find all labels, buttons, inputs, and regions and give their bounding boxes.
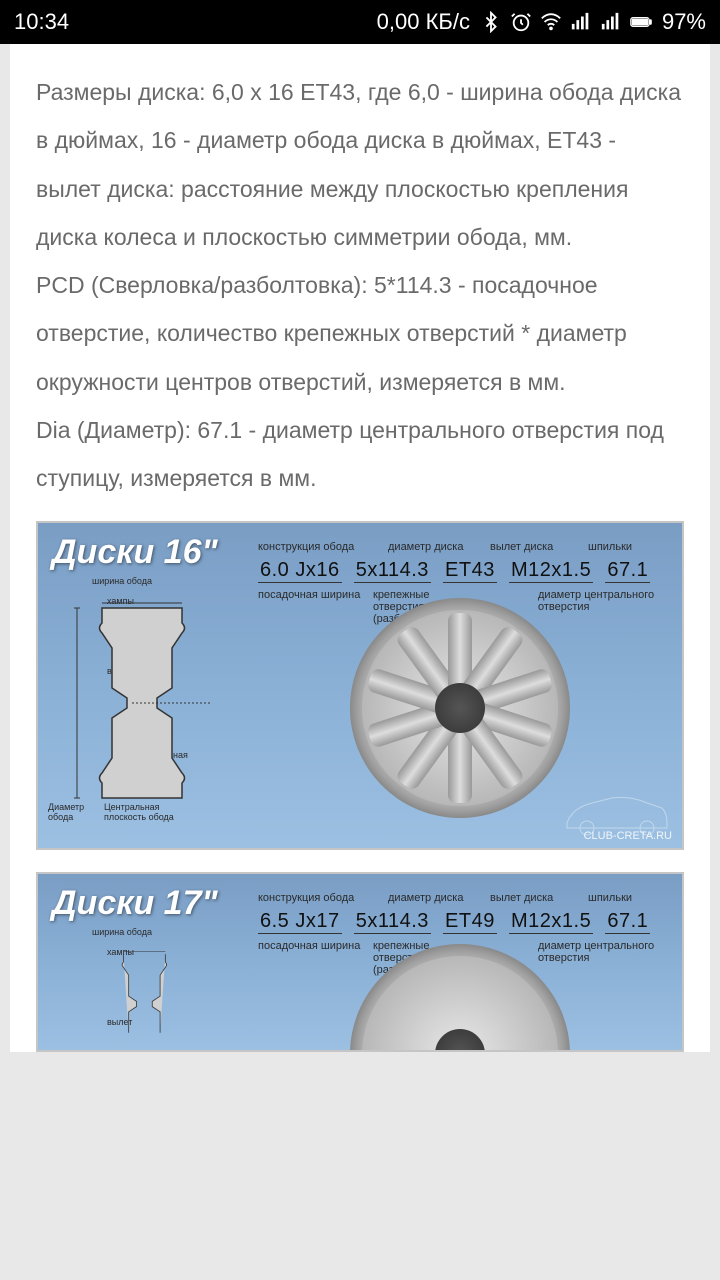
label-construction: конструкция обода (258, 892, 354, 904)
label-offset: вылет диска (490, 892, 553, 904)
article-content[interactable]: Размеры диска: 6,0 х 16 ЕТ43, где 6,0 - … (10, 44, 710, 1052)
label-construction: конструкция обода (258, 541, 354, 553)
watermark: CLUB-CRETA.RU (584, 830, 672, 842)
status-right: 0,00 КБ/с 97% (377, 9, 706, 35)
signal2-icon (600, 11, 622, 33)
network-speed: 0,00 КБ/с (377, 9, 470, 35)
article-paragraph-2: PCD (Сверловка/разболтовка): 5*114.3 - п… (36, 261, 684, 406)
diagram-17[interactable]: Диски 17" конструкция обода диаметр диск… (36, 872, 684, 1052)
status-time: 10:34 (14, 9, 377, 35)
alarm-icon (510, 11, 532, 33)
battery-icon (630, 11, 652, 33)
article-paragraph-3: Dia (Диаметр): 67.1 - диаметр центрально… (36, 406, 684, 503)
cs-width: ширина обода (92, 576, 152, 586)
label-offset: вылет диска (490, 541, 553, 553)
bluetooth-icon (480, 11, 502, 33)
cs-width: ширина обода (92, 927, 152, 937)
battery-percent: 97% (662, 9, 706, 35)
cross-section-17: ширина обода хампы вылет (52, 929, 252, 1052)
status-icons (480, 11, 652, 33)
label-diameter: диаметр диска (388, 541, 463, 553)
wheel (350, 598, 570, 818)
article-paragraph-1: Размеры диска: 6,0 х 16 ЕТ43, где 6,0 - … (36, 68, 684, 261)
wheel-image-17 (252, 929, 668, 1052)
diagram-17-body: ширина обода хампы вылет (52, 929, 668, 1052)
diagram-16[interactable]: Диски 16" конструкция обода диаметр диск… (36, 521, 684, 850)
wifi-icon (540, 11, 562, 33)
rim-profile-svg-17 (72, 949, 222, 1052)
label-studs: шпильки (588, 892, 632, 904)
cross-section-16: ширина обода хампы вылет PCD Диаметр сту… (52, 578, 252, 838)
rim-profile-svg (72, 598, 222, 808)
status-bar: 10:34 0,00 КБ/с 97% (0, 0, 720, 44)
signal-icon (570, 11, 592, 33)
wheel (350, 944, 570, 1052)
label-studs: шпильки (588, 541, 632, 553)
label-diameter: диаметр диска (388, 892, 463, 904)
